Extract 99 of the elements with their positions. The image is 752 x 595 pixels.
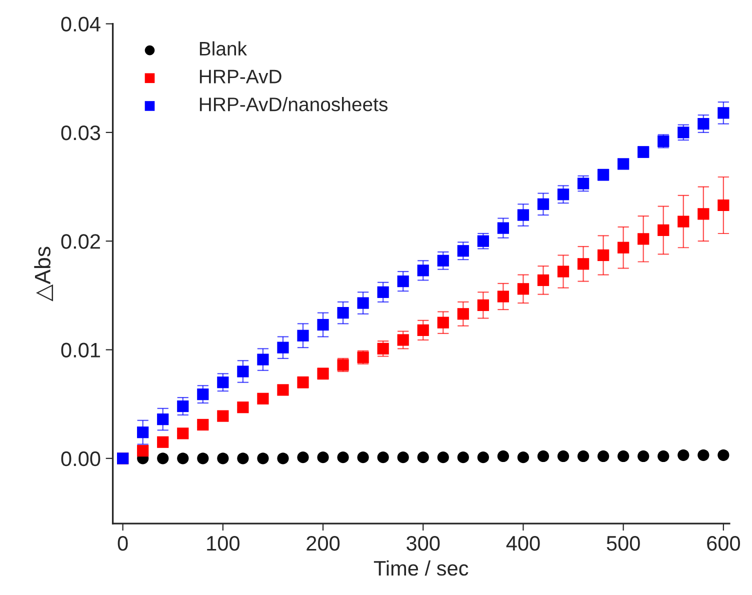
point (337, 452, 349, 464)
x-tick-label: 200 (306, 536, 340, 551)
point (678, 449, 690, 461)
point (377, 286, 389, 298)
point (698, 449, 710, 461)
point (217, 410, 229, 422)
point (437, 316, 449, 328)
point (397, 452, 409, 464)
x-tick-label: 400 (506, 536, 540, 551)
point (718, 199, 730, 212)
point (257, 354, 269, 366)
point (557, 450, 570, 462)
point (618, 450, 630, 462)
point (377, 342, 389, 354)
point (497, 222, 510, 234)
point (698, 118, 710, 130)
x-tick-label: 100 (207, 536, 240, 551)
point (317, 318, 329, 331)
point (277, 342, 289, 354)
point (137, 426, 149, 438)
point (197, 418, 209, 431)
point (177, 428, 189, 440)
legend-label: HRP-AvD (200, 70, 282, 84)
point (297, 330, 309, 342)
point (577, 450, 590, 462)
point (577, 178, 590, 190)
point (237, 452, 249, 464)
point (277, 452, 289, 464)
point (277, 384, 289, 396)
point (137, 444, 149, 457)
point (417, 452, 429, 464)
point (678, 216, 690, 228)
point (477, 452, 489, 464)
y-tick-label: 0.04 (61, 16, 100, 32)
point (257, 392, 269, 404)
point (377, 452, 389, 464)
point (658, 450, 670, 462)
x-tick-label: 300 (406, 536, 440, 551)
point (297, 452, 309, 464)
point (698, 208, 710, 220)
point (237, 402, 249, 414)
x-tick-label: 0 (118, 536, 128, 551)
point (337, 307, 349, 319)
point (157, 452, 169, 464)
point (157, 413, 169, 426)
point (517, 452, 530, 464)
point (317, 452, 329, 464)
point (257, 452, 269, 464)
point (437, 452, 449, 464)
x-tick-label: 500 (606, 536, 640, 551)
point (457, 245, 469, 257)
y-axis-title: △Abs (34, 246, 54, 302)
point (217, 452, 229, 464)
point (497, 290, 510, 302)
y-tick-label: 0.01 (61, 342, 100, 358)
point (417, 264, 429, 276)
point (618, 158, 630, 170)
point (397, 275, 409, 288)
point (517, 283, 530, 295)
point (237, 366, 249, 378)
point (598, 249, 610, 262)
point (177, 400, 189, 412)
point (537, 274, 550, 286)
point (177, 452, 189, 464)
point (718, 107, 730, 119)
point (477, 299, 489, 312)
point (658, 224, 670, 236)
point (577, 258, 590, 270)
point (497, 450, 510, 462)
point (537, 450, 550, 462)
point (457, 308, 469, 320)
point (197, 452, 209, 464)
x-axis-title: Time / sec (374, 560, 468, 576)
point (437, 254, 449, 266)
point (638, 450, 650, 462)
point (638, 233, 650, 245)
point (718, 449, 730, 461)
point (557, 188, 570, 200)
point (517, 209, 530, 221)
point (537, 198, 550, 210)
legend-label: Blank (200, 41, 248, 56)
point (357, 297, 369, 309)
point (618, 242, 630, 254)
point (397, 334, 409, 346)
x-tick-label: 600 (707, 536, 740, 551)
point (417, 324, 429, 336)
point (357, 452, 369, 464)
y-tick-label: 0.03 (61, 125, 100, 140)
point (157, 436, 169, 448)
point (217, 376, 229, 388)
point (557, 266, 570, 278)
y-tick-label: 0.00 (61, 451, 100, 466)
legend-label: HRP-AvD/nanosheets (200, 96, 388, 112)
point (598, 450, 610, 462)
point (457, 452, 469, 464)
point (477, 235, 489, 247)
point (197, 388, 209, 400)
y-tick-label: 0.02 (61, 234, 100, 249)
point (678, 126, 690, 138)
